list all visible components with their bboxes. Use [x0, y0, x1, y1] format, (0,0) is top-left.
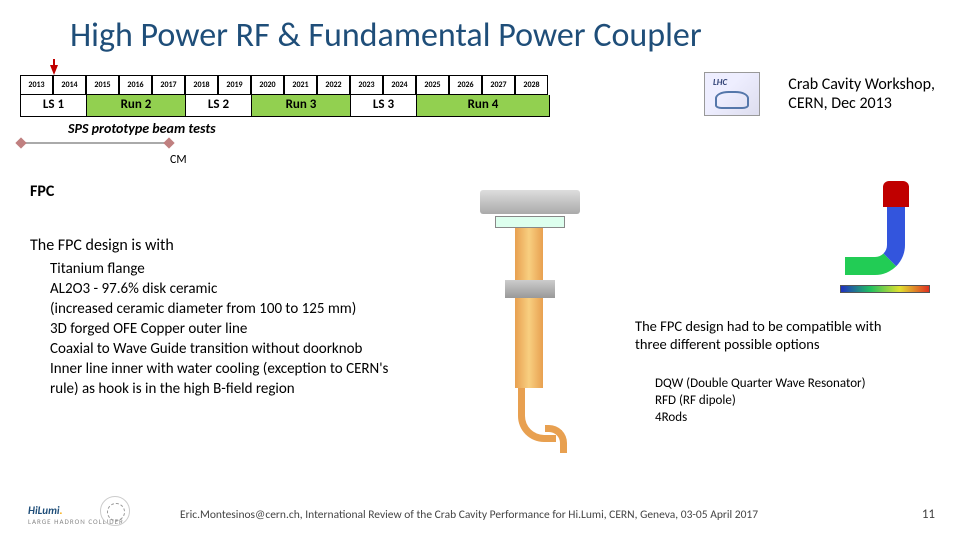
sps-label: SPS prototype beam tests [68, 120, 216, 137]
phase-cell: LS 2 [186, 95, 252, 116]
year-cell: 2021 [284, 75, 317, 95]
sps-range-line [20, 142, 170, 144]
reducer-icon [505, 280, 555, 298]
workshop-line1: Crab Cavity Workshop, [788, 75, 935, 94]
logo-text: HiLumi [28, 504, 60, 517]
year-cell: 2015 [86, 75, 119, 95]
year-cell: 2023 [350, 75, 383, 95]
fpc-option-item: DQW (Double Quarter Wave Resonator) [655, 375, 905, 392]
timeline-phases-row: LS 1Run 2LS 2Run 3LS 3Run 4 [20, 95, 550, 117]
fpc-right-options: DQW (Double Quarter Wave Resonator)RFD (… [655, 375, 905, 426]
year-cell: 2025 [416, 75, 449, 95]
fpc-list-item: (increased ceramic diameter from 100 to … [50, 299, 388, 319]
year-cell: 2026 [449, 75, 482, 95]
copper-shaft-icon [515, 228, 543, 388]
ceramic-disk-icon [495, 216, 565, 228]
fpc-list-item: AL2O3 - 97.6% disk ceramic [50, 279, 388, 299]
year-cell: 2022 [317, 75, 350, 95]
fea-bfield-plot-icon [845, 185, 905, 275]
cm-label: CM [170, 153, 187, 167]
page-number: 11 [922, 507, 935, 522]
timeline: 2013201420152016201720182019202020212022… [20, 75, 550, 117]
year-cell: 2017 [152, 75, 185, 95]
year-cell: 2024 [383, 75, 416, 95]
fpc-option-item: 4Rods [655, 409, 905, 426]
fpc-list-item: Coaxial to Wave Guide transition without… [50, 339, 388, 359]
workshop-caption: Crab Cavity Workshop, CERN, Dec 2013 [788, 75, 935, 113]
flange-icon [480, 190, 580, 214]
fpc-heading: FPC [30, 182, 54, 201]
fpc-list-item: Inner line inner with water cooling (exc… [50, 359, 388, 379]
year-cell: 2020 [251, 75, 284, 95]
fpc-list-item: 3D forged OFE Copper outer line [50, 319, 388, 339]
fpc-list: Titanium flangeAL2O3 - 97.6% disk cerami… [50, 259, 388, 399]
year-cell: 2014 [53, 75, 86, 95]
phase-cell: Run 2 [87, 95, 186, 116]
phase-cell: LS 3 [351, 95, 417, 116]
hook-tip-icon [545, 425, 567, 453]
colorbar-icon [840, 285, 930, 293]
workshop-line2: CERN, Dec 2013 [788, 94, 935, 113]
year-cell: 2018 [185, 75, 218, 95]
year-cell: 2027 [482, 75, 515, 95]
fpc-right-text: The FPC design had to be compatible with… [635, 317, 935, 353]
lhc-thumbnail-icon [704, 72, 760, 116]
fpc-option-item: RFD (RF dipole) [655, 392, 905, 409]
fpc-right-line2: three different possible options [635, 335, 935, 353]
fpc-list-item: rule) as hook is in the high B-field reg… [50, 379, 388, 399]
fpc-list-item: Titanium flange [50, 259, 388, 279]
year-cell: 2019 [218, 75, 251, 95]
logo-dot-icon: . [60, 504, 63, 517]
year-cell: 2013 [20, 75, 53, 95]
fpc-cad-graphic [420, 170, 650, 470]
phase-cell: Run 3 [252, 95, 351, 116]
footer-text: Eric.Montesinos@cern.ch, International R… [180, 508, 758, 522]
year-cell: 2016 [119, 75, 152, 95]
cern-emblem-icon [100, 496, 130, 526]
year-cell: 2028 [515, 75, 548, 95]
phase-cell: Run 4 [417, 95, 549, 116]
phase-cell: LS 1 [21, 95, 87, 116]
timeline-years-row: 2013201420152016201720182019202020212022… [20, 75, 550, 95]
fpc-right-line1: The FPC design had to be compatible with [635, 317, 935, 335]
slide-title: High Power RF & Fundamental Power Couple… [70, 15, 702, 56]
fpc-intro: The FPC design is with [30, 236, 174, 255]
arrow-marker-icon [50, 65, 58, 75]
